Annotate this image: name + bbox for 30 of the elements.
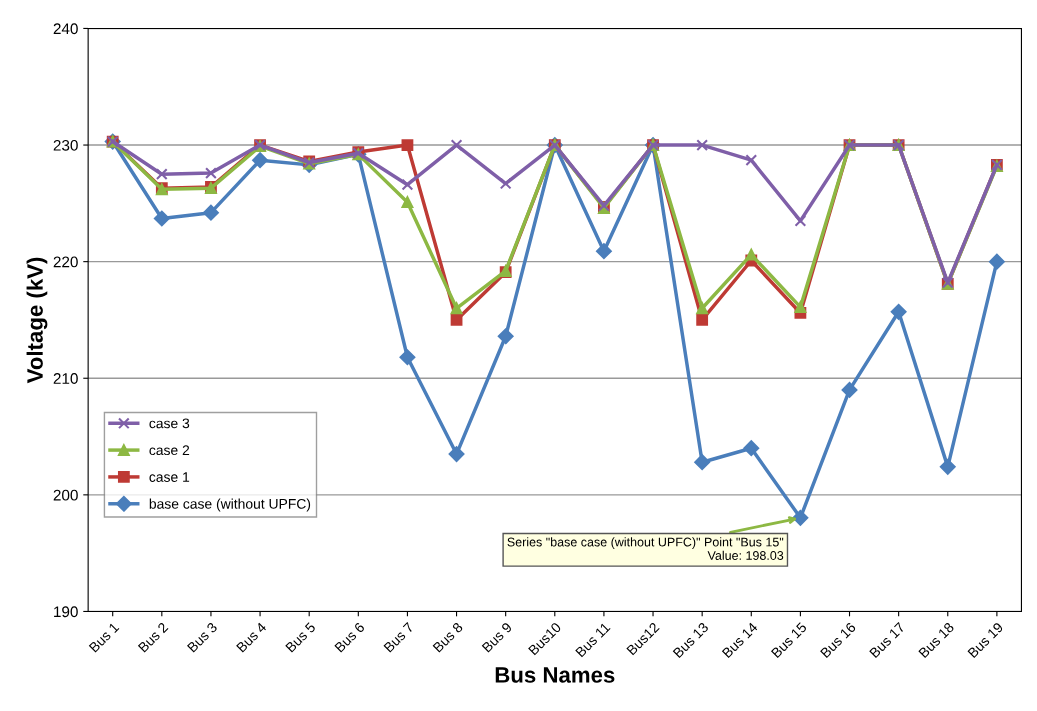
- x-tick-label: Bus 17: [869, 622, 906, 659]
- annotation: Series "base case (without UPFC)" Point "Bus 15" Value: 198.03: [507, 537, 784, 560]
- x-tick-label: Bus 14: [721, 621, 759, 659]
- x-tick-label: Bus 9: [481, 621, 513, 653]
- y-tick-label: 240: [53, 23, 78, 35]
- x-tick-label: Bus 16: [820, 621, 857, 659]
- x-tick-label: Bus 5: [285, 621, 316, 653]
- y-axis-title: Voltage (kV): [26, 257, 48, 384]
- x-tick-label: Bus 2: [137, 621, 169, 653]
- legend-label: case 2: [149, 445, 190, 456]
- x-tick-label: Bus 3: [186, 621, 218, 653]
- x-axis-title: Bus Names: [495, 667, 615, 683]
- y-tick-label: 210: [53, 373, 78, 384]
- x-tick-label: Bus 4: [236, 621, 267, 653]
- legend-label: case 3: [149, 418, 190, 429]
- legend-label: case 1: [149, 472, 190, 482]
- y-tick-label: 230: [53, 139, 78, 151]
- y-tick-label: 200: [53, 489, 78, 501]
- x-tick-label: Bus 19: [967, 621, 1004, 659]
- x-tick-label: Bus 6: [334, 621, 366, 653]
- x-tick-label: Bus 1: [88, 622, 120, 653]
- y-tick-label: 220: [53, 256, 78, 268]
- x-tick-label: Bus 13: [672, 621, 709, 659]
- x-tick-label: Bus 18: [918, 621, 955, 659]
- legend-label: base case (without UPFC): [149, 498, 311, 512]
- y-tick-label: 190: [54, 606, 78, 618]
- x-tick-label: Bus 8: [432, 621, 464, 653]
- x-tick-label: Bus 7: [383, 622, 415, 653]
- x-tick-label: Bus 11: [575, 622, 611, 658]
- x-tick-label: Bus 15: [770, 621, 808, 659]
